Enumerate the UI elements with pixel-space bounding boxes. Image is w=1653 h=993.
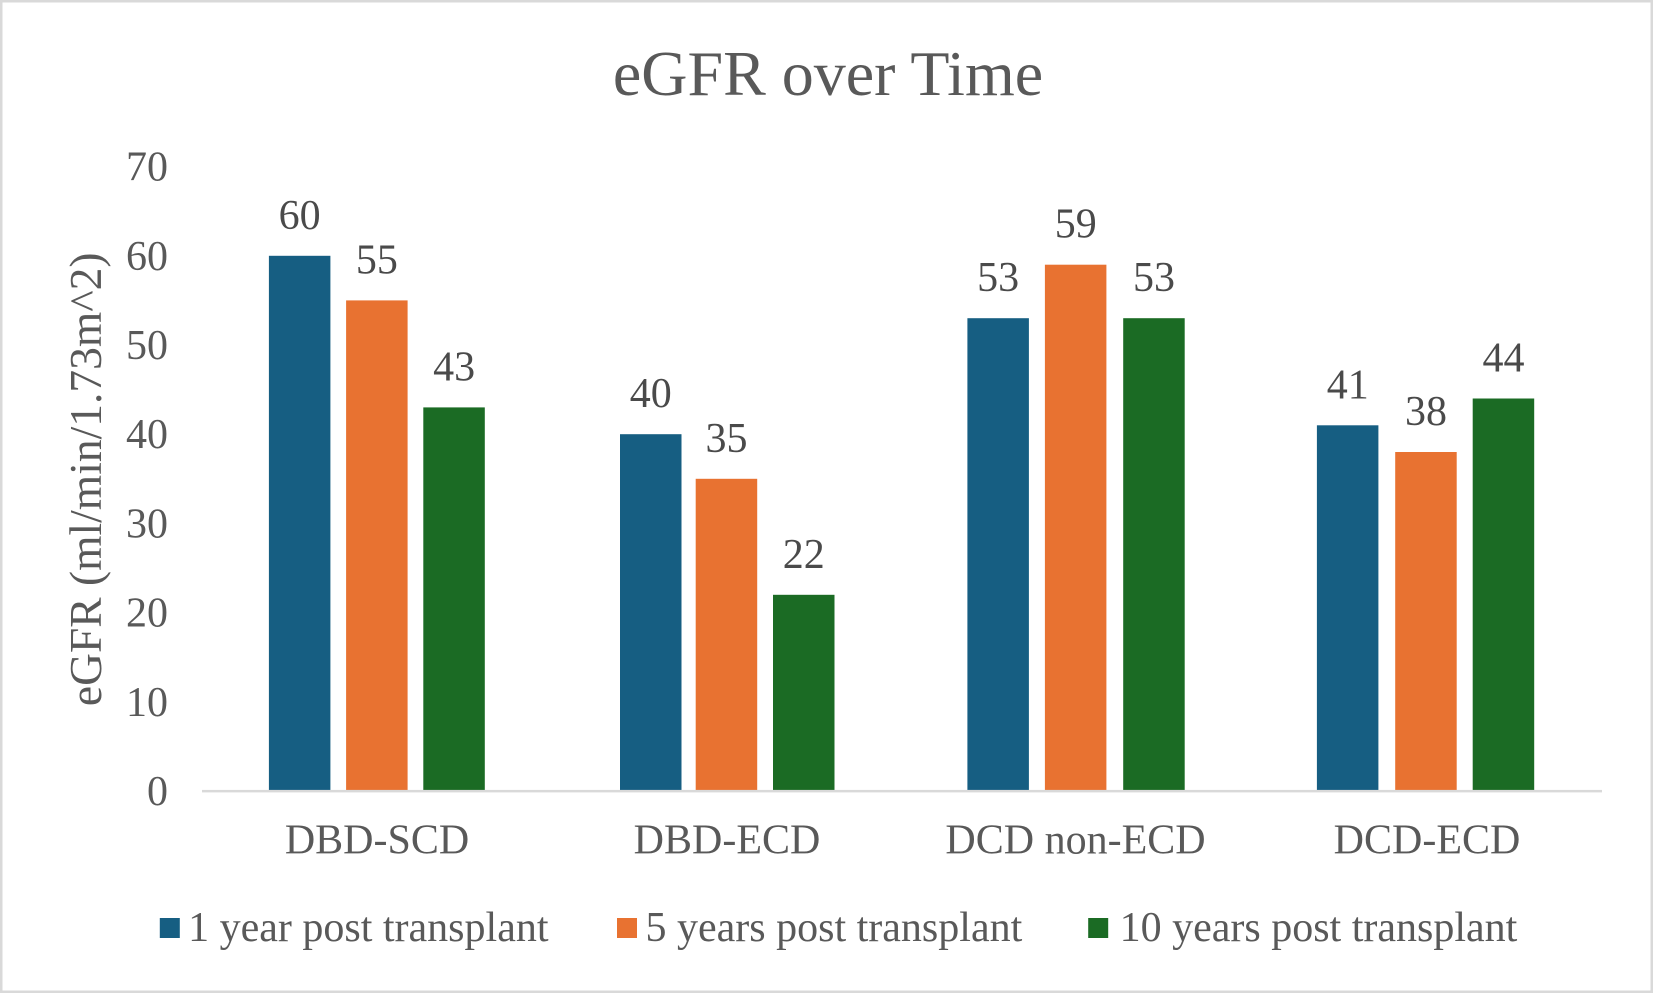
svg-text:41: 41 <box>1327 362 1369 408</box>
svg-text:DBD-SCD: DBD-SCD <box>285 818 469 864</box>
svg-text:10 years post transplant: 10 years post transplant <box>1120 905 1518 951</box>
svg-text:40: 40 <box>630 371 672 417</box>
svg-text:60: 60 <box>126 234 168 280</box>
svg-text:0: 0 <box>147 769 168 815</box>
svg-text:60: 60 <box>279 193 321 239</box>
svg-text:DCD-ECD: DCD-ECD <box>1334 818 1521 864</box>
svg-text:20: 20 <box>126 591 168 637</box>
svg-text:5 years post transplant: 5 years post transplant <box>646 905 1023 951</box>
svg-text:53: 53 <box>1133 255 1175 301</box>
svg-text:43: 43 <box>433 344 475 390</box>
svg-text:10: 10 <box>126 680 168 726</box>
svg-text:40: 40 <box>126 412 168 458</box>
svg-text:38: 38 <box>1405 389 1447 435</box>
svg-text:44: 44 <box>1483 336 1525 382</box>
svg-text:1 year post transplant: 1 year post transplant <box>188 905 549 951</box>
svg-text:53: 53 <box>977 255 1019 301</box>
svg-text:eGFR (ml/min/1.73m^2): eGFR (ml/min/1.73m^2) <box>60 252 111 706</box>
svg-text:50: 50 <box>126 323 168 369</box>
svg-text:59: 59 <box>1055 202 1097 248</box>
svg-text:DCD non-ECD: DCD non-ECD <box>945 818 1205 864</box>
svg-text:eGFR over Time: eGFR over Time <box>613 38 1043 109</box>
svg-text:22: 22 <box>783 532 825 578</box>
svg-text:DBD-ECD: DBD-ECD <box>634 818 821 864</box>
svg-text:30: 30 <box>126 501 168 547</box>
svg-text:55: 55 <box>356 237 398 283</box>
svg-text:70: 70 <box>126 145 168 191</box>
svg-text:35: 35 <box>706 416 748 462</box>
